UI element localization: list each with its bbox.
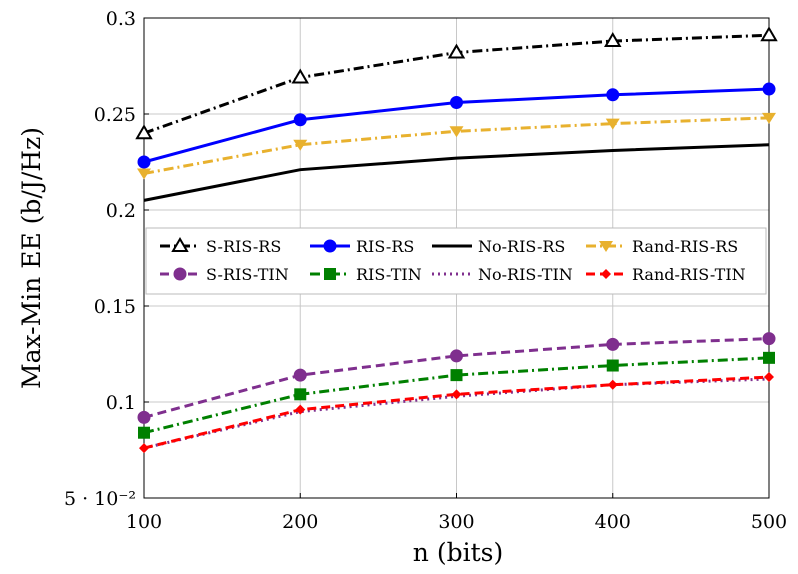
data-point — [450, 349, 463, 363]
legend-entry: RIS-RS — [310, 237, 414, 256]
y-axis-label: Max-Min EE (b/J/Hz) — [17, 127, 46, 389]
data-point — [137, 155, 151, 169]
series-s-ris-rs — [135, 26, 778, 140]
data-point — [606, 337, 620, 351]
series-s-ris-tin — [137, 332, 776, 424]
data-point — [137, 410, 151, 424]
legend-entry: S-RIS-RS — [160, 237, 281, 256]
data-point — [606, 359, 619, 372]
legend-label: RIS-TIN — [356, 265, 422, 284]
data-point — [295, 404, 306, 415]
x-tick-label: 100 — [126, 511, 162, 533]
legend-label: Rand-RIS-RS — [632, 237, 738, 256]
data-point — [294, 388, 307, 401]
data-point — [606, 88, 620, 102]
data-point — [450, 369, 463, 382]
series-ris-tin — [138, 351, 775, 439]
x-tick-label: 300 — [438, 511, 474, 533]
data-point — [451, 389, 462, 400]
data-point — [293, 368, 307, 382]
data-point — [139, 443, 149, 454]
legend-entry: Rand-RIS-TIN — [586, 265, 746, 284]
series-ris-rs — [137, 82, 776, 169]
data-point — [762, 332, 776, 346]
data-point — [760, 26, 778, 42]
legend-entry: No-RIS-RS — [432, 237, 565, 256]
legend-entry: S-RIS-TIN — [160, 265, 289, 284]
y-tick-label: 0.15 — [94, 296, 136, 318]
legend-label: S-RIS-RS — [206, 237, 281, 256]
y-tick-label: 0.3 — [106, 8, 136, 30]
legend-swatch-marker — [599, 241, 613, 252]
data-point — [135, 124, 153, 140]
data-point — [291, 68, 309, 84]
legend: S-RIS-RS RIS-RS No-RIS-RS Rand-RIS-RS S-RIS-… — [145, 227, 767, 295]
legend-entry: No-RIS-TIN — [432, 265, 573, 284]
series-no-ris-rs — [143, 143, 770, 202]
y-tick-label: 0.2 — [106, 200, 136, 222]
data-point — [137, 168, 151, 180]
y-tick-label: 0.25 — [94, 104, 136, 126]
data-point — [293, 113, 307, 127]
data-point — [605, 118, 620, 130]
legend-swatch-marker — [171, 237, 189, 252]
series-line — [143, 356, 770, 435]
legend-entry: Rand-RIS-RS — [586, 237, 738, 256]
legend-label: S-RIS-TIN — [206, 265, 289, 284]
data-point — [607, 379, 618, 390]
data-point — [293, 139, 308, 151]
data-point — [762, 112, 776, 124]
legend-swatch-marker — [323, 239, 337, 253]
x-axis-ticks: 100 200 300 400 500 — [126, 493, 787, 533]
series-rand-ris-tin — [139, 372, 774, 454]
data-point — [449, 126, 464, 138]
y-tick-label: 0.1 — [106, 392, 136, 414]
legend-swatch-marker — [173, 267, 187, 281]
x-tick-label: 500 — [751, 511, 787, 533]
y-axis-ticks: 5 · 10⁻² 0.1 0.15 0.2 0.25 0.3 — [64, 8, 149, 510]
series-line — [143, 375, 770, 450]
legend-swatch-marker — [324, 268, 336, 280]
legend-label: RIS-RS — [356, 237, 414, 256]
data-point — [764, 372, 774, 383]
data-point — [138, 426, 150, 439]
data-point — [450, 95, 463, 109]
data-point — [447, 43, 466, 59]
legend-entry: RIS-TIN — [310, 265, 422, 284]
data-point — [763, 351, 775, 364]
series-layer — [135, 26, 778, 454]
y-tick-label: 5 · 10⁻² — [64, 488, 136, 510]
legend-label: No-RIS-RS — [478, 237, 565, 256]
legend-label: No-RIS-TIN — [478, 265, 573, 284]
legend-swatch-marker — [601, 269, 611, 279]
data-point — [762, 82, 776, 96]
legend-label: Rand-RIS-TIN — [632, 265, 746, 284]
series-line — [143, 143, 770, 202]
x-tick-label: 200 — [282, 511, 318, 533]
series-rand-ris-rs — [137, 112, 776, 180]
x-axis-label: n (bits) — [413, 538, 503, 567]
legend-box — [145, 227, 767, 295]
data-point — [604, 32, 622, 48]
x-tick-label: 400 — [595, 511, 631, 533]
